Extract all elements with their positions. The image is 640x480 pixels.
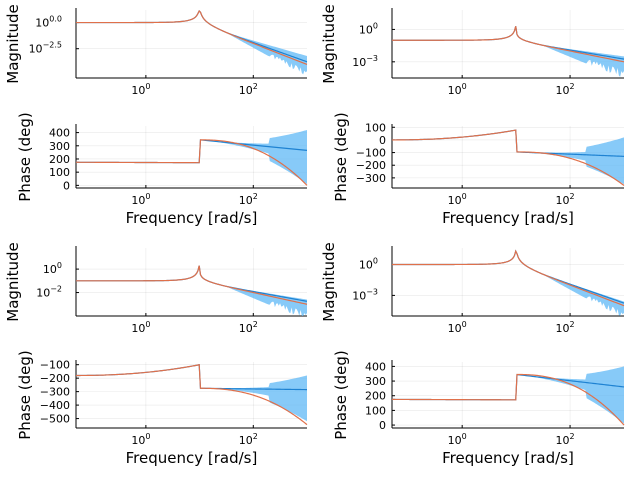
x-tick-label: 102 bbox=[556, 320, 575, 335]
y-tick-label: 400 bbox=[365, 360, 386, 373]
magnitude-uncertainty-band bbox=[392, 26, 624, 77]
x-tick-label: 102 bbox=[239, 320, 258, 335]
y-tick-label: 100 bbox=[365, 404, 386, 417]
magnitude-true-line bbox=[392, 26, 625, 63]
grid bbox=[392, 362, 624, 428]
phase-true-line bbox=[392, 129, 625, 186]
phase-true-line bbox=[76, 364, 308, 426]
magnitude-uncertainty-band bbox=[76, 11, 307, 75]
y-tick-label: −200 bbox=[356, 159, 386, 172]
x-tick-label: 100 bbox=[131, 432, 150, 447]
magnitude-panel: 100 102 100 10−2 Magnitude bbox=[4, 242, 308, 335]
y-tick-label: −300 bbox=[40, 386, 70, 399]
phase-y-label: Phase (deg) bbox=[332, 350, 350, 440]
phase-panel: 100 102 −100−200−300−400−500 Phase (deg) Fre… bbox=[16, 350, 308, 467]
y-tick-label: 100.0 bbox=[35, 15, 62, 30]
x-tick-label: 102 bbox=[239, 82, 258, 97]
y-tick-label: −400 bbox=[40, 399, 70, 412]
y-tick-label: 200 bbox=[365, 390, 386, 403]
phase-true-line bbox=[75, 139, 308, 186]
x-tick-label: 100 bbox=[448, 82, 467, 97]
magnitude-y-label: Magnitude bbox=[4, 4, 22, 83]
x-axis-label: Frequency [rad/s] bbox=[126, 209, 258, 227]
y-tick-label: 10−3 bbox=[352, 54, 378, 69]
y-tick-label: −300 bbox=[356, 172, 386, 185]
y-tick-label: 0 bbox=[63, 179, 70, 192]
y-tick-label: 300 bbox=[49, 140, 70, 153]
phase-y-label: Phase (deg) bbox=[16, 350, 34, 440]
x-tick-label: 102 bbox=[239, 432, 258, 447]
phase-uncertainty-band bbox=[76, 364, 307, 422]
phase-y-label: Phase (deg) bbox=[16, 112, 34, 202]
magnitude-uncertainty-band bbox=[76, 265, 307, 316]
magnitude-panel: 100 102 100 10−3 Magnitude bbox=[320, 242, 625, 335]
y-tick-label: −500 bbox=[40, 413, 70, 426]
x-tick-label: 100 bbox=[448, 320, 467, 335]
y-tick-label: 10−3 bbox=[352, 287, 378, 302]
x-axis-label: Frequency [rad/s] bbox=[126, 449, 258, 467]
magnitude-y-label: Magnitude bbox=[320, 242, 338, 321]
x-tick-label: 100 bbox=[448, 432, 467, 447]
y-tick-label: −100 bbox=[356, 147, 386, 160]
magnitude-true-line bbox=[76, 10, 308, 65]
x-tick-label: 100 bbox=[448, 192, 467, 207]
y-tick-label: 400 bbox=[49, 127, 70, 140]
magnitude-true-line bbox=[392, 249, 625, 307]
y-tick-label: 100 bbox=[359, 256, 378, 271]
x-tick-label: 100 bbox=[131, 192, 150, 207]
magnitude-panel: 100 102 100.0 10−2.5 Magnitude bbox=[4, 4, 308, 97]
bode-plot-sys3: 100 102 100 10−2 Magnitude 100 102 −100−200−300… bbox=[4, 242, 308, 467]
x-axis-label: Frequency [rad/s] bbox=[442, 209, 574, 227]
grid bbox=[392, 10, 624, 78]
y-tick-label: 10−2.5 bbox=[29, 41, 62, 56]
phase-uncertainty-band bbox=[392, 130, 624, 185]
x-tick-label: 102 bbox=[556, 192, 575, 207]
phase-y-label: Phase (deg) bbox=[332, 112, 350, 202]
magnitude-y-label: Magnitude bbox=[4, 242, 22, 321]
x-tick-label: 102 bbox=[239, 192, 258, 207]
y-tick-label: 300 bbox=[365, 375, 386, 388]
phase-uncertainty-band bbox=[76, 129, 307, 185]
phase-true-line bbox=[391, 373, 625, 426]
y-tick-label: −100 bbox=[40, 359, 70, 372]
magnitude-true-line bbox=[76, 265, 308, 305]
grid bbox=[76, 248, 307, 316]
y-tick-label: 200 bbox=[49, 153, 70, 166]
y-tick-label: −200 bbox=[40, 372, 70, 385]
y-tick-label: 0 bbox=[379, 419, 386, 432]
y-tick-label: 100 bbox=[49, 166, 70, 179]
y-tick-label: 10−2 bbox=[36, 285, 62, 300]
y-tick-label: 100 bbox=[43, 261, 62, 276]
x-tick-label: 100 bbox=[131, 320, 150, 335]
x-axis-label: Frequency [rad/s] bbox=[442, 449, 574, 467]
x-tick-label: 100 bbox=[131, 82, 150, 97]
y-tick-label: 100 bbox=[359, 21, 378, 36]
y-tick-label: 0 bbox=[379, 134, 386, 147]
grid bbox=[392, 248, 624, 316]
y-tick-label: 100 bbox=[365, 121, 386, 134]
magnitude-panel: 100 102 100 10−3 Magnitude bbox=[320, 4, 625, 97]
grid bbox=[76, 10, 307, 78]
grid bbox=[76, 126, 307, 188]
x-tick-label: 102 bbox=[556, 432, 575, 447]
magnitude-y-label: Magnitude bbox=[320, 4, 338, 83]
x-tick-label: 102 bbox=[556, 82, 575, 97]
